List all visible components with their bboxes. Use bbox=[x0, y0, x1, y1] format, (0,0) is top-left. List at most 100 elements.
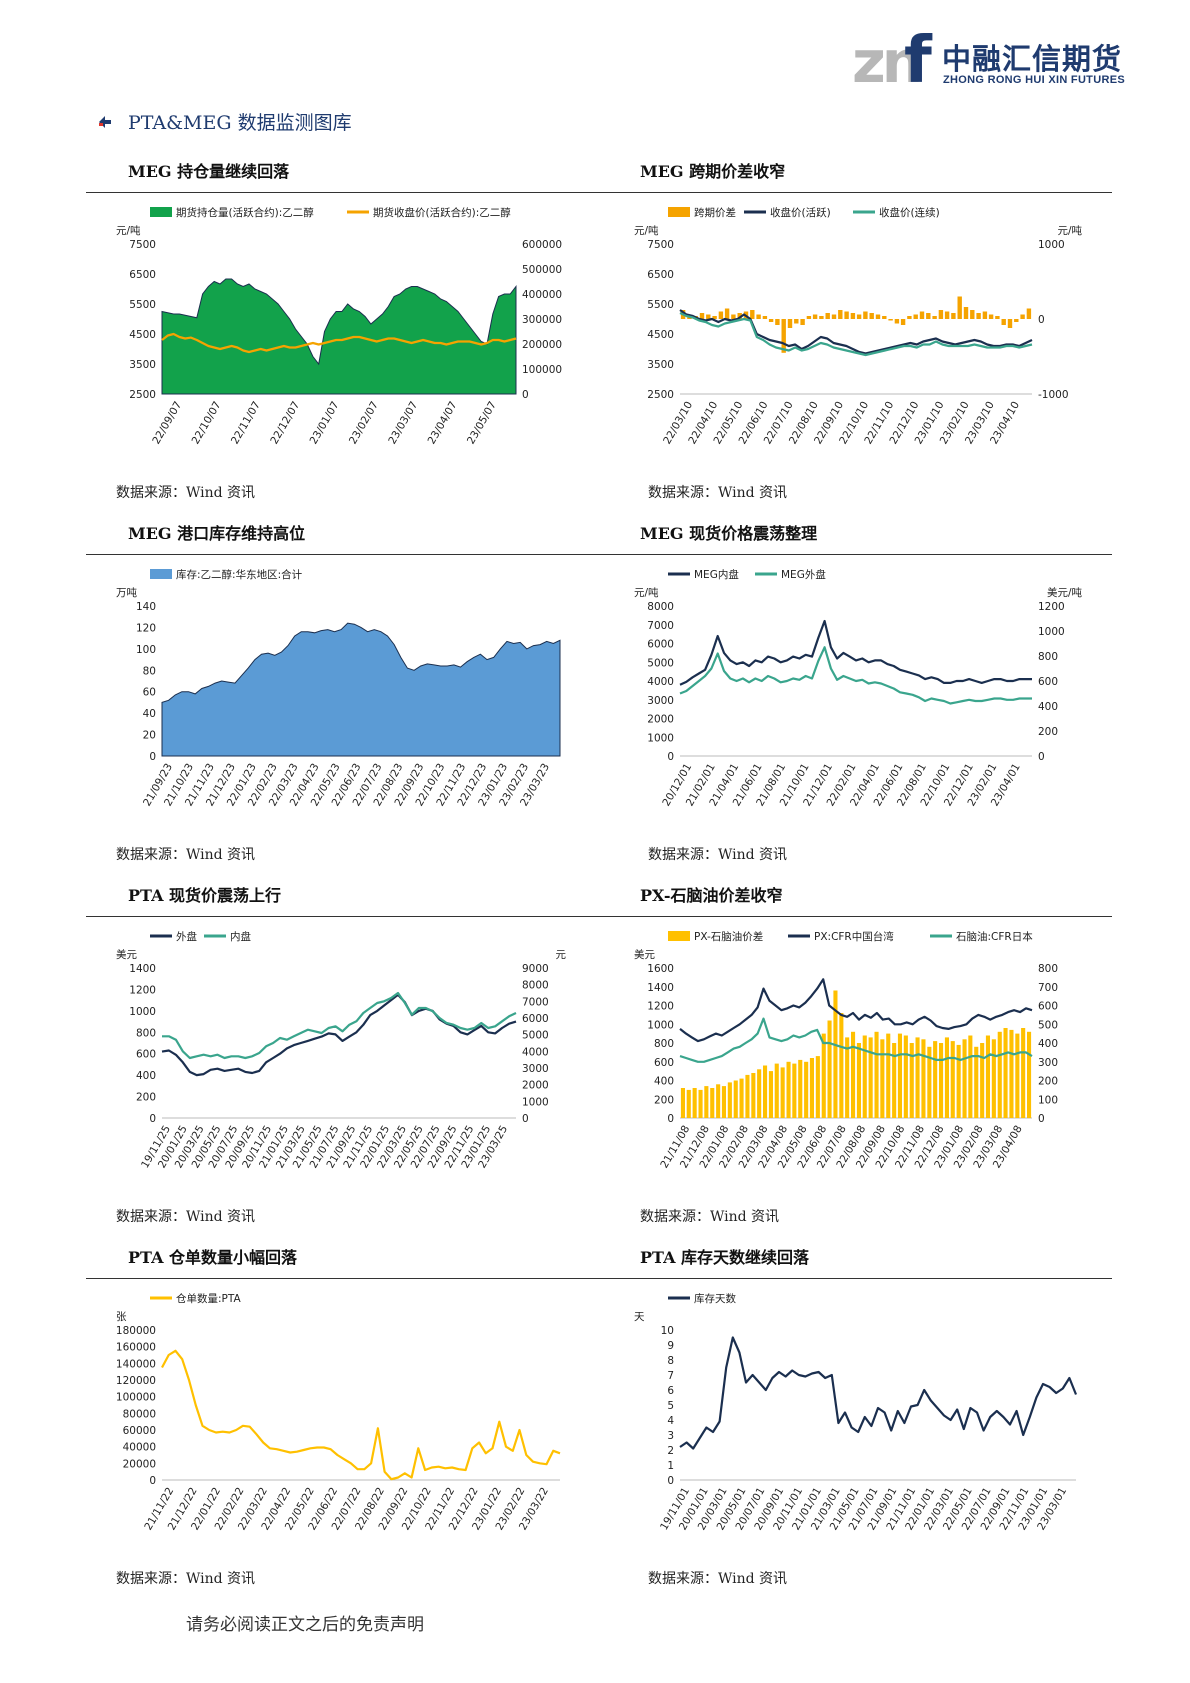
bar bbox=[862, 1035, 867, 1118]
line-series-0 bbox=[161, 1349, 561, 1481]
chart-pta-inventory-days: 天库存天数10987654321019/11/0120/01/0120/03/0… bbox=[634, 1292, 1078, 1532]
y2-tick-label: 400000 bbox=[522, 289, 562, 301]
panel-divider bbox=[86, 916, 1112, 917]
bar bbox=[968, 1035, 973, 1118]
y-tick-label: 100000 bbox=[116, 1392, 156, 1404]
company-logo-icon: zn f bbox=[852, 26, 933, 92]
bar bbox=[875, 314, 881, 319]
bar bbox=[932, 316, 937, 319]
legend-label: MEG外盘 bbox=[781, 568, 826, 581]
bar bbox=[739, 1078, 744, 1118]
y-tick-label: 3500 bbox=[647, 359, 674, 371]
bar bbox=[763, 1065, 768, 1118]
bar bbox=[950, 1041, 955, 1118]
line-series-1 bbox=[679, 309, 1033, 355]
source-note-5: 数据来源：Wind 资讯 bbox=[640, 1209, 780, 1225]
legend-label: 石脑油:CFR日本 bbox=[956, 930, 1033, 943]
bar bbox=[863, 311, 868, 319]
y2-tick-label: 300 bbox=[1038, 1057, 1058, 1069]
legend-label: 期货持仓量(活跃合约):乙二醇 bbox=[176, 206, 314, 219]
y-tick-label: 800 bbox=[136, 1027, 156, 1039]
y-tick-label: 0 bbox=[667, 1113, 674, 1125]
bar bbox=[962, 1039, 967, 1119]
y-tick-label: 8000 bbox=[647, 601, 674, 613]
bar bbox=[882, 316, 887, 319]
y-tick-label: 80000 bbox=[123, 1408, 156, 1420]
bar bbox=[988, 314, 994, 319]
y-tick-label: 0 bbox=[667, 1475, 674, 1487]
bar bbox=[980, 1043, 985, 1118]
bar bbox=[900, 319, 906, 325]
y-tick-label: 3500 bbox=[129, 359, 156, 371]
y2-tick-label: 800 bbox=[1038, 963, 1058, 975]
bar bbox=[903, 1035, 908, 1118]
y-tick-label: 2000 bbox=[647, 714, 674, 726]
y-tick-label: 6000 bbox=[647, 639, 674, 651]
bar bbox=[913, 314, 918, 319]
bar bbox=[704, 1086, 709, 1118]
line-series-1 bbox=[679, 978, 1033, 1043]
y-tick-label: 0 bbox=[667, 751, 674, 763]
y-tick-label: 3 bbox=[667, 1430, 674, 1442]
source-note-6: 数据来源：Wind 资讯 bbox=[116, 1571, 256, 1587]
y-tick-label: 40 bbox=[143, 708, 156, 720]
bar bbox=[721, 1086, 726, 1118]
panel-title-6: PTA 仓单数量小幅回落 bbox=[128, 1248, 298, 1267]
bar bbox=[827, 1020, 832, 1118]
bar bbox=[819, 316, 824, 319]
y2-tick-label: 0 bbox=[1038, 1113, 1045, 1125]
y-tick-label: 0 bbox=[149, 751, 156, 763]
bar bbox=[692, 1088, 697, 1118]
panel-title-4: PTA 现货价震荡上行 bbox=[128, 886, 282, 905]
bar bbox=[787, 319, 793, 328]
bar bbox=[886, 1033, 891, 1118]
y-tick-label: 2500 bbox=[129, 389, 156, 401]
y2-tick-label: 400 bbox=[1038, 1038, 1058, 1050]
bar bbox=[686, 1089, 691, 1118]
y-tick-label: 140000 bbox=[116, 1358, 156, 1370]
bar bbox=[751, 1073, 756, 1118]
y2-tick-label: 600000 bbox=[522, 239, 562, 251]
bar bbox=[1021, 1028, 1026, 1118]
y-tick-label: 8 bbox=[667, 1355, 674, 1367]
x-tick-label: 23/02/07 bbox=[347, 400, 381, 447]
area-series-0 bbox=[161, 278, 517, 395]
y2-tick-label: 3000 bbox=[522, 1063, 549, 1075]
bar bbox=[944, 311, 950, 319]
svg-text:zn: zn bbox=[852, 28, 919, 92]
y2-tick-label: 200000 bbox=[522, 339, 562, 351]
x-tick-label: 22/09/07 bbox=[150, 400, 184, 447]
chart-px-naphtha-spread: 美元 PX-石脑油价差 PX:CFR中国台湾 石脑油:CFR日本 1600 1400 120… bbox=[634, 930, 1058, 1170]
y2-tick-label: 9000 bbox=[522, 963, 549, 975]
y2-tick-label: 4000 bbox=[522, 1046, 549, 1058]
bar bbox=[1026, 308, 1032, 319]
x-tick-label: 23/04/07 bbox=[426, 400, 460, 447]
y-tick-label: 3000 bbox=[647, 695, 674, 707]
x-tick-label: 22/10/07 bbox=[190, 400, 224, 447]
y-tick-label: 120000 bbox=[116, 1375, 156, 1387]
left-axis-unit: 美元 bbox=[634, 948, 655, 961]
bar bbox=[1015, 1033, 1020, 1118]
bar bbox=[780, 1067, 785, 1118]
y-tick-label: 2500 bbox=[647, 389, 674, 401]
bar bbox=[909, 1043, 914, 1118]
y2-tick-label: 8000 bbox=[522, 980, 549, 992]
bar bbox=[757, 1069, 762, 1119]
y-tick-label: 100 bbox=[136, 644, 156, 656]
y2-tick-label: 0 bbox=[1038, 314, 1045, 326]
bar bbox=[809, 1058, 814, 1118]
y-tick-label: 40000 bbox=[123, 1442, 156, 1454]
y-tick-label: 7000 bbox=[647, 620, 674, 632]
bar bbox=[699, 313, 705, 319]
y2-tick-label: 1000 bbox=[1038, 239, 1065, 251]
bar bbox=[939, 1043, 944, 1118]
bar bbox=[892, 1043, 897, 1118]
legend-swatch bbox=[150, 569, 172, 579]
chart-pta-warehouse-receipts: 张 仓单数量:PTA 180000 160000 140000 120000 100000 8… bbox=[116, 1292, 561, 1532]
source-note-3: 数据来源：Wind 资讯 bbox=[648, 847, 788, 863]
legend-label: 跨期价差 bbox=[694, 206, 736, 219]
bar bbox=[825, 313, 830, 319]
bar bbox=[812, 314, 818, 319]
y-tick-label: 1200 bbox=[129, 984, 156, 996]
bar bbox=[839, 1013, 844, 1118]
